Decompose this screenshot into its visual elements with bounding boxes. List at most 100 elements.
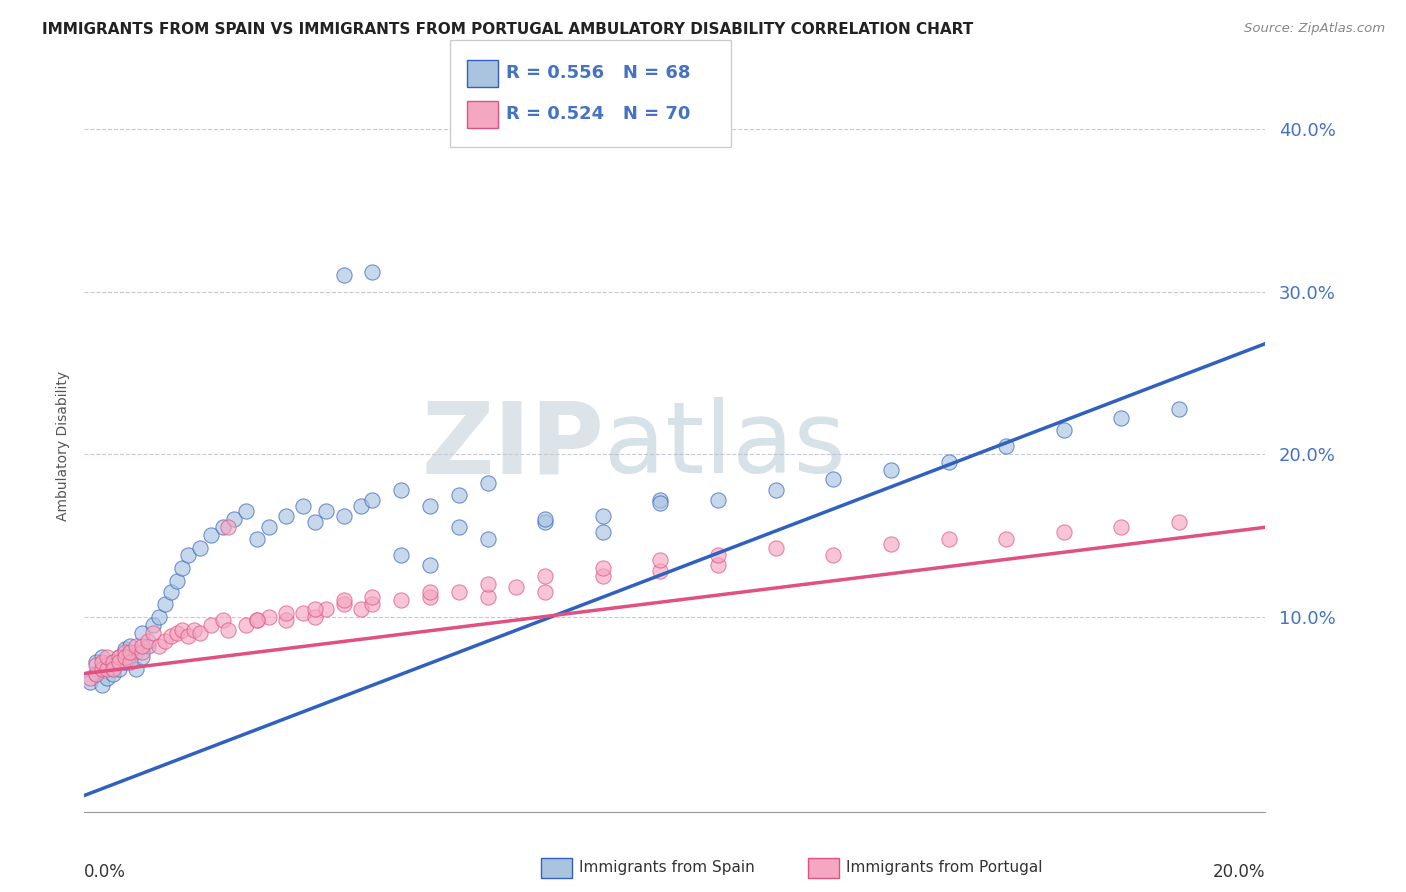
Point (938, 532, 960, 546)
Point (650, 496, 672, 510)
Point (177, 548, 200, 562)
Point (592, 525, 614, 540)
Point (114, 655, 136, 669)
Point (101, 666, 124, 681)
Point (224, 512, 246, 526)
Point (153, 597, 176, 611)
Point (177, 629, 200, 643)
Point (1111, 411, 1133, 425)
Point (114, 650, 136, 665)
Point (274, 508, 297, 523)
Point (257, 609, 280, 624)
Point (389, 548, 412, 562)
Point (534, 512, 557, 526)
Point (148, 639, 170, 653)
Point (217, 520, 239, 534)
Point (108, 650, 131, 665)
Text: 20.0%: 20.0% (1213, 863, 1265, 881)
Point (447, 585, 470, 599)
Point (389, 483, 412, 497)
Point (96, 672, 118, 686)
Point (84, 666, 107, 681)
Point (246, 532, 269, 546)
Point (79, 674, 101, 689)
Point (880, 536, 903, 550)
Point (183, 623, 205, 637)
Point (419, 590, 441, 604)
Point (419, 585, 441, 599)
Point (217, 623, 239, 637)
Point (707, 492, 730, 507)
Point (534, 516, 557, 530)
Point (880, 463, 903, 477)
Point (120, 655, 142, 669)
Point (361, 590, 384, 604)
Text: Immigrants from Spain: Immigrants from Spain (579, 860, 755, 874)
Point (361, 597, 384, 611)
Point (823, 471, 845, 485)
Point (505, 581, 527, 595)
Point (90, 678, 112, 692)
Point (315, 504, 337, 518)
Point (235, 504, 257, 518)
Point (332, 593, 354, 607)
Point (1111, 520, 1133, 534)
Text: Immigrants from Portugal: Immigrants from Portugal (846, 860, 1043, 874)
Point (246, 613, 269, 627)
Point (1168, 401, 1191, 416)
Point (995, 439, 1018, 453)
Point (153, 634, 176, 648)
Point (592, 569, 614, 583)
Point (166, 574, 188, 588)
Point (292, 607, 315, 621)
Text: 0.0%: 0.0% (84, 863, 127, 881)
Point (447, 488, 470, 502)
Point (101, 655, 124, 669)
Point (304, 601, 326, 615)
Point (142, 617, 165, 632)
Point (96, 650, 118, 665)
Point (246, 613, 269, 627)
Point (200, 528, 222, 542)
Point (136, 639, 159, 653)
Point (235, 617, 257, 632)
Point (96, 662, 118, 676)
Point (84, 658, 107, 673)
Point (101, 662, 124, 676)
Point (332, 597, 354, 611)
Point (172, 623, 194, 637)
Text: Source: ZipAtlas.com: Source: ZipAtlas.com (1244, 22, 1385, 36)
Y-axis label: Ambulatory Disability: Ambulatory Disability (56, 371, 70, 521)
Point (101, 655, 124, 669)
Point (159, 629, 181, 643)
Point (211, 520, 233, 534)
Point (172, 561, 194, 575)
Point (332, 268, 354, 283)
Point (534, 569, 557, 583)
Point (361, 492, 384, 507)
Point (389, 593, 412, 607)
Point (90, 662, 112, 676)
Point (84, 666, 107, 681)
Point (90, 655, 112, 669)
Point (188, 626, 211, 640)
Point (131, 645, 153, 659)
Point (765, 483, 787, 497)
Point (131, 639, 153, 653)
Point (447, 520, 470, 534)
Point (96, 658, 118, 673)
Point (707, 558, 730, 572)
Point (534, 585, 557, 599)
Point (90, 662, 112, 676)
Point (361, 265, 384, 279)
Point (1053, 525, 1076, 540)
Point (136, 634, 159, 648)
Point (274, 613, 297, 627)
Point (707, 548, 730, 562)
Point (477, 590, 499, 604)
Point (120, 639, 142, 653)
Point (114, 645, 136, 659)
Point (114, 642, 136, 657)
Point (350, 601, 373, 615)
Point (125, 662, 148, 676)
